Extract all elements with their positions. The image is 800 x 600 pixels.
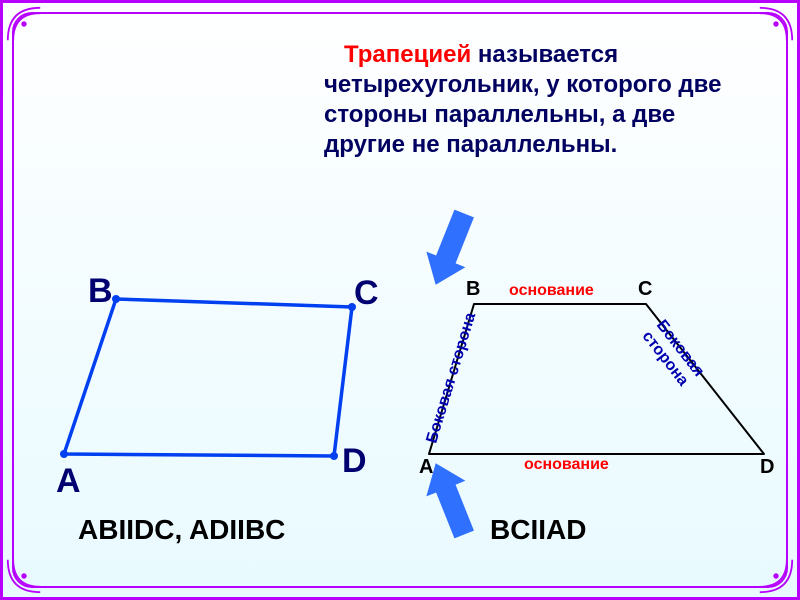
trap-top-base-label: основание <box>509 282 594 300</box>
corner-ornament-tr <box>758 6 794 42</box>
corner-ornament-bl <box>6 558 42 594</box>
para-label-A: A <box>56 462 81 501</box>
corner-ornament-tl <box>6 6 42 42</box>
slide-content: Трапецией называется четырехугольник, у … <box>24 24 776 576</box>
para-notation: ABIIDC, ADIIBC <box>78 514 285 546</box>
para-label-C: C <box>354 274 379 313</box>
diagram-svg <box>24 24 776 576</box>
trap-label-D: D <box>760 456 774 479</box>
trap-notation: BCIIAD <box>490 514 586 546</box>
corner-ornament-br <box>758 558 794 594</box>
parallelogram-shape <box>60 295 356 460</box>
trap-label-A: A <box>419 456 433 479</box>
para-label-B: B <box>88 272 113 311</box>
para-label-D: D <box>342 442 367 481</box>
trap-bottom-base-label: основание <box>524 456 609 474</box>
trap-label-B: B <box>466 278 480 301</box>
trap-label-C: C <box>638 278 652 301</box>
